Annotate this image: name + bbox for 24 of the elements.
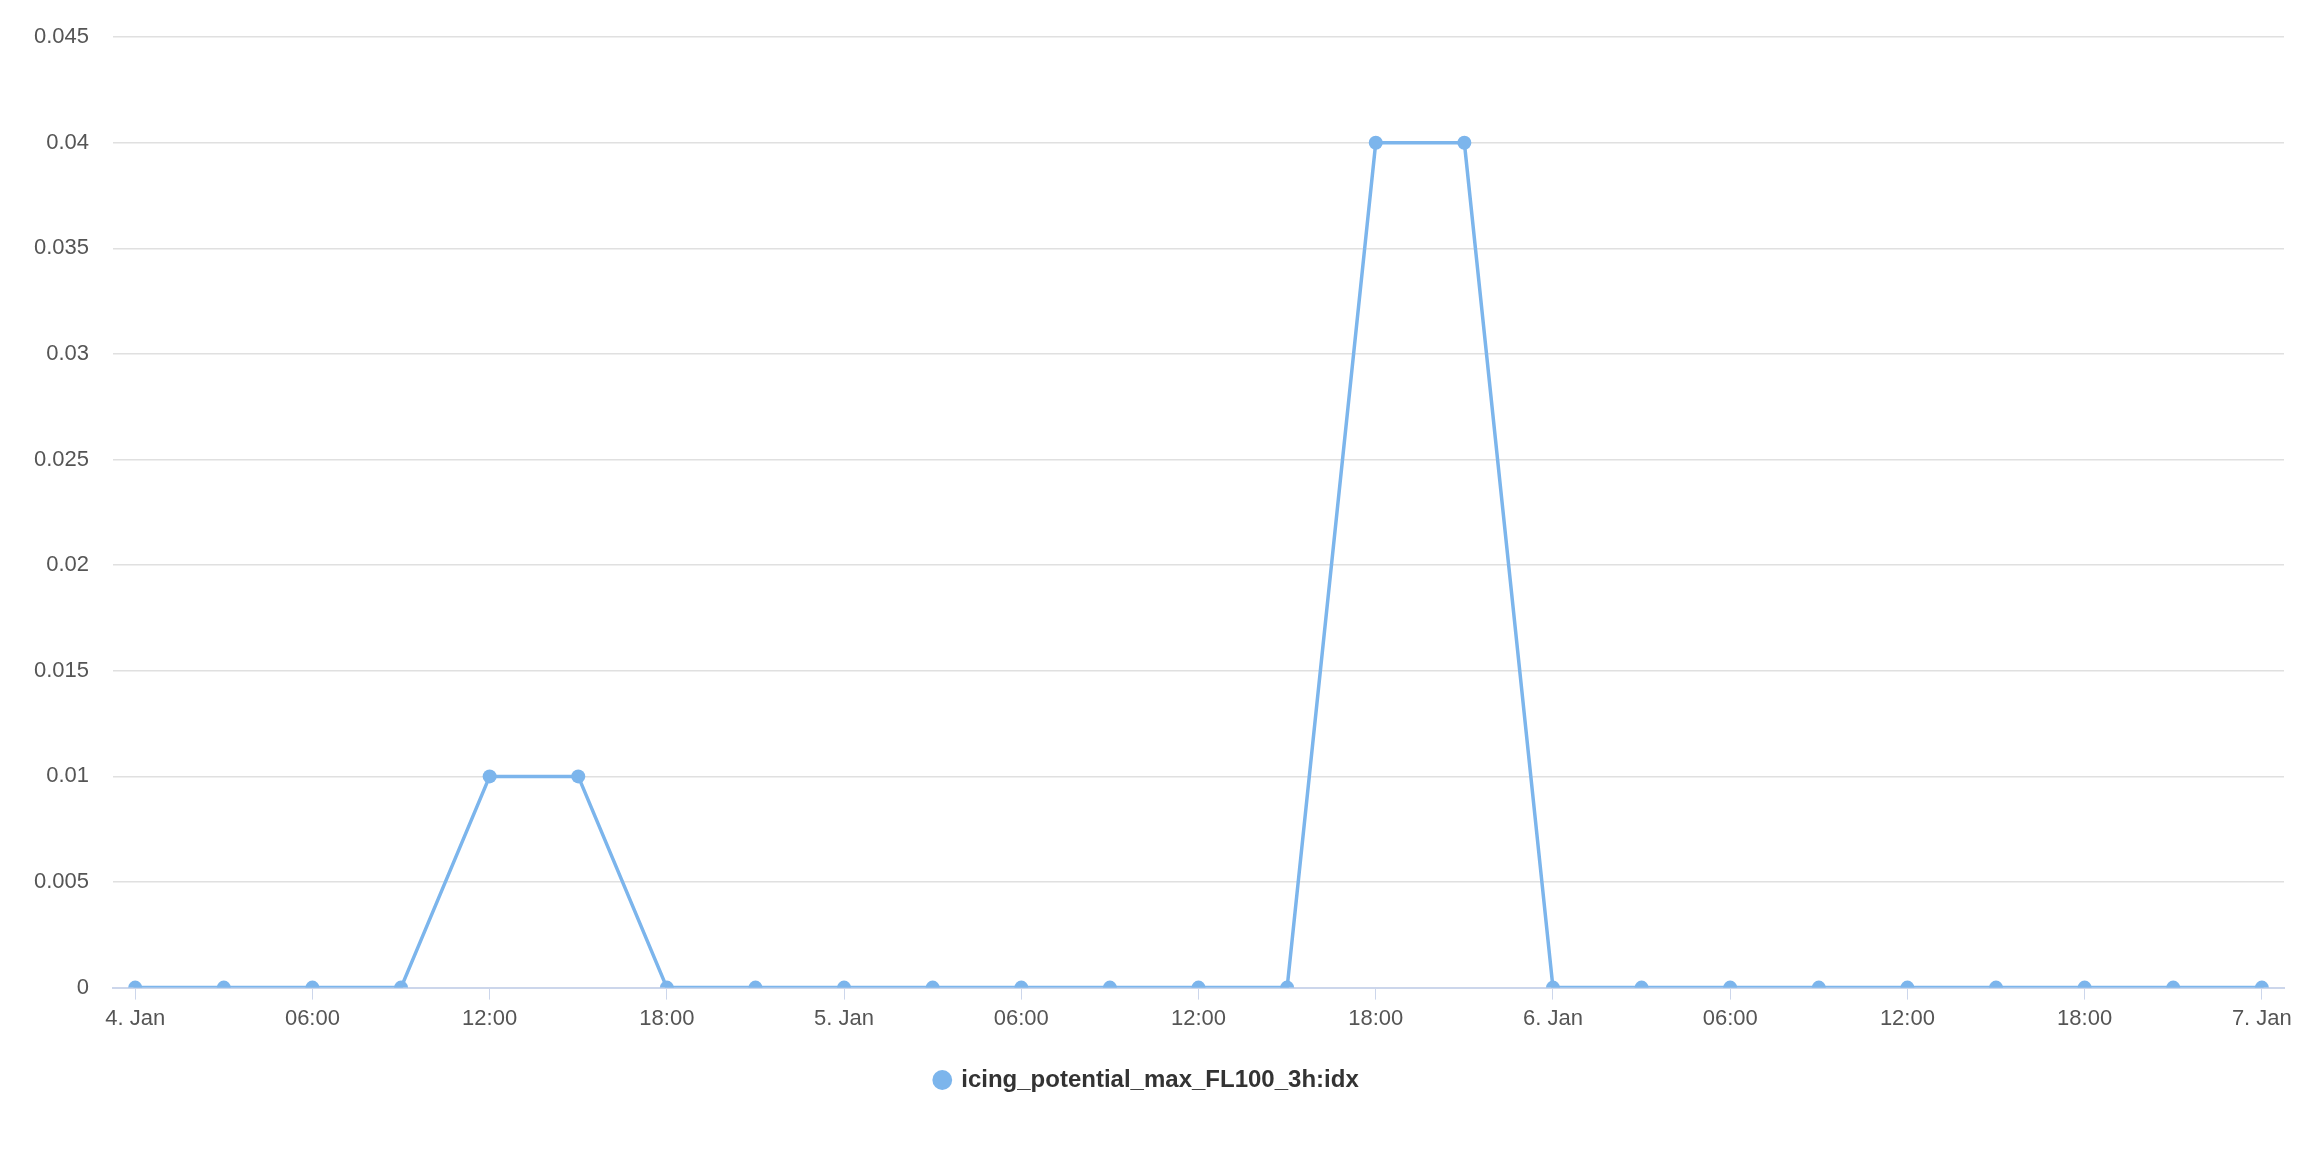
x-tick-label: 12:00 (462, 1004, 518, 1030)
y-tick-label: 0.015 (33, 656, 90, 682)
y-tick-label: 0.045 (33, 23, 90, 49)
x-tick-label: 4. Jan (105, 1004, 166, 1030)
x-tick-label: 6. Jan (1523, 1004, 1583, 1030)
x-tick-label: 5. Jan (814, 1004, 875, 1030)
x-tick-label: 18:00 (1348, 1004, 1404, 1030)
x-tick-label: 12:00 (1879, 1004, 1935, 1030)
y-tick-label: 0.02 (46, 551, 90, 577)
y-tick-label: 0.04 (46, 128, 90, 154)
x-tick-label: 18:00 (639, 1004, 695, 1030)
y-tick-label: 0 (76, 973, 90, 999)
x-tick-label: 7. Jan (2231, 1004, 2292, 1030)
x-tick-label: 12:00 (1171, 1004, 1227, 1030)
y-tick-label: 0.01 (46, 762, 90, 788)
x-tick-label: 06:00 (993, 1004, 1049, 1030)
y-tick-label: 0.03 (46, 340, 90, 366)
y-tick-label: 0.035 (33, 234, 90, 260)
x-tick-label: 06:00 (1702, 1004, 1758, 1030)
x-tick-label: 06:00 (284, 1004, 340, 1030)
x-tick-label: 18:00 (2057, 1004, 2113, 1030)
legend-label: icing_potential_max_FL100_3h:idx (961, 1064, 1360, 1092)
y-tick-label: 0.005 (33, 868, 90, 894)
y-tick-label: 0.025 (33, 445, 90, 471)
